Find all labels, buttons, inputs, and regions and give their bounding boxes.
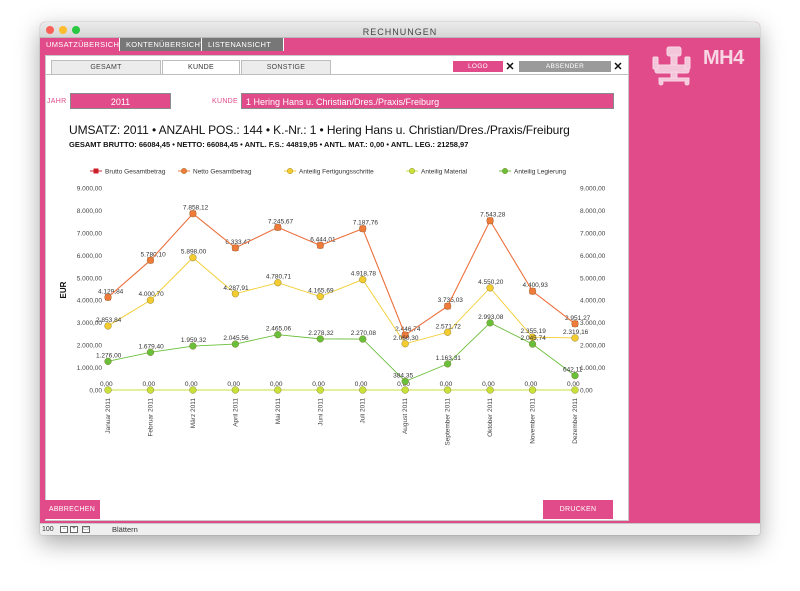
mode-label: Blättern [112, 525, 138, 534]
top-tab-bar: UMSATZÜBERSICHT KONTENÜBERSICHT LISTENAN… [40, 38, 284, 51]
tab-kontenuebersicht[interactable]: KONTENÜBERSICHT [120, 38, 205, 51]
tab-umsatzuebersicht[interactable]: UMSATZÜBERSICHT [40, 38, 124, 51]
logo-text: MH4 [703, 47, 744, 69]
window-title: RECHNUNGEN [362, 27, 438, 37]
sub-tab-bar: GESAMT KUNDE SONSTIGE [51, 60, 332, 74]
tab-listenansicht[interactable]: LISTENANSICHT [202, 38, 284, 51]
jahr-label: JAHR [47, 98, 67, 105]
kunde-field[interactable]: 1 Hering Hans u. Christian/Dres./Praxis/… [241, 93, 614, 109]
subtab-sonstige[interactable]: SONSTIGE [241, 60, 331, 74]
subtab-kunde[interactable]: KUNDE [162, 60, 240, 74]
summary-subline: GESAMT BRUTTO: 66084,45 • NETTO: 66084,4… [69, 140, 469, 149]
minimize-window-button[interactable] [59, 26, 67, 34]
tab-divider [46, 74, 628, 75]
logo-remove-icon[interactable]: ✕ [505, 61, 515, 73]
close-window-button[interactable] [46, 26, 54, 34]
absender-button[interactable]: ABSENDER [519, 61, 611, 72]
print-button[interactable]: DRUCKEN [543, 500, 613, 519]
zoom-out-icon[interactable]: − [60, 526, 68, 533]
logo-button[interactable]: LOGO [453, 61, 503, 72]
title-bar: RECHNUNGEN [40, 22, 760, 38]
chair-logo-icon [652, 46, 691, 86]
cancel-button[interactable]: ABBRECHEN [44, 500, 100, 519]
jahr-field[interactable]: 2011 [70, 93, 171, 109]
absender-remove-icon[interactable]: ✕ [613, 61, 623, 73]
kunde-label: KUNDE [212, 98, 239, 105]
brand-logo: MH4 [647, 41, 757, 87]
zoom-in-icon[interactable]: + [70, 526, 78, 533]
maximize-window-button[interactable] [72, 26, 80, 34]
subtab-gesamt[interactable]: GESAMT [51, 60, 161, 74]
toolbar-toggle-icon[interactable]: ▭ [82, 526, 90, 533]
summary-headline: UMSATZ: 2011 • ANZAHL POS.: 144 • K.-Nr.… [69, 123, 570, 137]
zoom-level: 100 [42, 526, 54, 533]
app-window: RECHNUNGEN UMSATZÜBERSICHT KONTENÜBERSIC… [40, 22, 760, 535]
status-bar: 100 − + ▭ Blättern [40, 523, 760, 535]
